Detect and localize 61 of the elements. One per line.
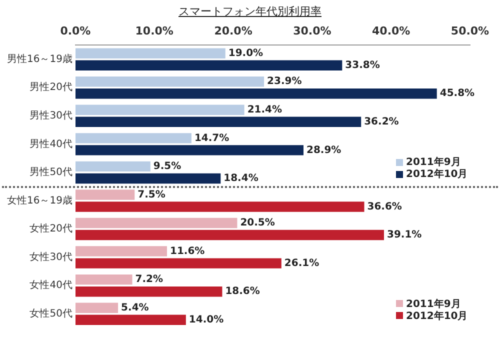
y-tick-label: 女性16～19歳 <box>6 194 72 206</box>
data-label: 11.6% <box>170 246 205 257</box>
y-tick-label: 男性50代 <box>30 166 72 178</box>
data-label: 7.2% <box>135 274 163 286</box>
bar <box>75 202 364 212</box>
bar <box>75 258 282 268</box>
data-label: 14.7% <box>194 132 230 144</box>
data-label: 5.4% <box>121 302 149 314</box>
y-tick-label: 男性30代 <box>30 109 72 122</box>
legend-label: 2012年10月 <box>406 168 468 182</box>
bar <box>75 173 221 184</box>
bar <box>75 104 244 115</box>
y-tick-label: 男性20代 <box>30 81 72 94</box>
y-tick-label: 男性40代 <box>30 138 72 150</box>
data-label: 20.5% <box>240 218 275 229</box>
bar <box>75 88 437 99</box>
y-tick-label: 女性50代 <box>30 307 72 320</box>
bar <box>75 133 192 144</box>
legend-label: 2011年9月 <box>406 156 461 168</box>
y-tick-label: 女性30代 <box>30 250 72 263</box>
bar <box>75 190 135 200</box>
data-label: 21.4% <box>247 104 282 116</box>
data-label: 7.5% <box>138 189 166 200</box>
bar <box>75 60 342 70</box>
data-label: 36.2% <box>364 116 399 128</box>
data-label: 18.6% <box>225 286 260 298</box>
data-label: 45.8% <box>440 88 475 100</box>
data-label: 36.6% <box>367 201 402 212</box>
chart-title: スマートフォン年代別利用率 <box>178 4 322 19</box>
data-label: 26.1% <box>284 258 320 269</box>
bar <box>75 314 186 325</box>
data-label: 9.5% <box>153 161 182 172</box>
bar <box>75 274 132 285</box>
legend-label: 2012年10月 <box>406 310 468 323</box>
data-label: 33.8% <box>345 60 380 71</box>
bar <box>75 145 304 156</box>
x-tick-label: 50.0% <box>450 24 490 38</box>
bar <box>75 116 362 128</box>
data-label: 18.4% <box>224 173 258 184</box>
data-label: 39.1% <box>386 230 422 241</box>
data-label: 19.0% <box>228 48 264 59</box>
y-tick-label: 男性16～19歳 <box>6 52 72 65</box>
bar <box>75 48 226 58</box>
x-tick-label: 0.0% <box>60 24 91 38</box>
bar <box>75 246 167 256</box>
bar <box>75 286 222 297</box>
x-tick-label: 40.0% <box>372 24 410 38</box>
x-tick-label: 20.0% <box>214 24 252 38</box>
bar <box>75 218 238 228</box>
y-tick-label: 女性20代 <box>30 222 72 235</box>
bar <box>75 302 118 313</box>
data-label: 28.9% <box>306 144 342 156</box>
data-label: 14.0% <box>188 314 224 326</box>
legend-label: 2011年9月 <box>406 298 461 310</box>
x-tick-label: 10.0% <box>135 24 174 38</box>
bar <box>75 161 150 172</box>
bar <box>75 76 264 87</box>
data-label: 23.9% <box>267 76 302 88</box>
y-tick-label: 女性40代 <box>30 279 72 292</box>
x-tick-label: 30.0% <box>293 24 332 38</box>
bar <box>75 230 384 240</box>
